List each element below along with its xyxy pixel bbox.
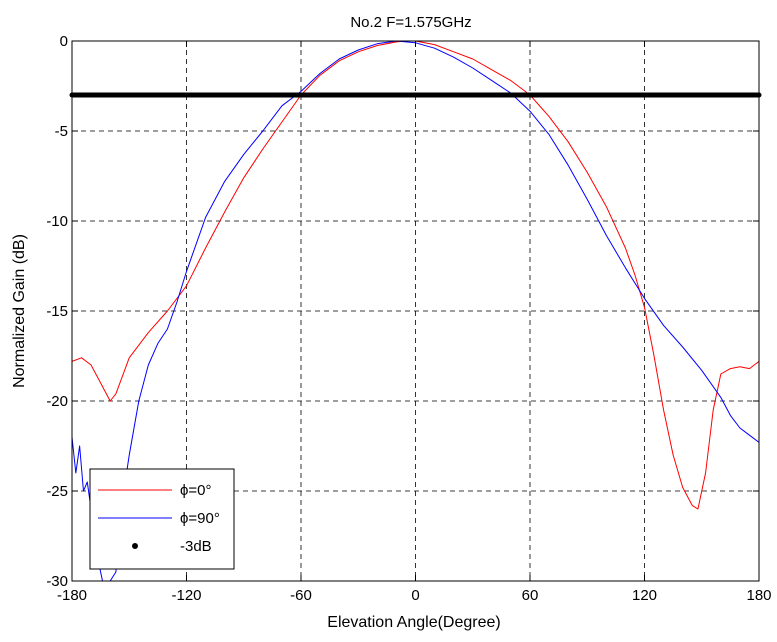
- x-tick-label: -180: [57, 587, 87, 604]
- y-tick-label: 0: [60, 33, 68, 50]
- legend-label-1: ϕ=90°: [180, 510, 220, 527]
- legend-box: [89, 468, 235, 570]
- y-tick-label: -15: [46, 303, 68, 320]
- chart-title: No.2 F=1.575GHz: [350, 14, 471, 31]
- legend-label-0: ϕ=0°: [180, 482, 212, 499]
- y-tick-label: -25: [46, 483, 68, 500]
- x-tick-label: -120: [171, 587, 201, 604]
- ticks: -180 -120 -60 0 60 120 180 0 -5 -10 -15 -20 -25 -30: [46, 33, 771, 604]
- y-axis-label: Normalized Gain (dB): [11, 234, 28, 388]
- y-tick-label: -30: [46, 573, 68, 590]
- series-line-0: [71, 40, 760, 510]
- y-tick-label: -10: [46, 213, 68, 230]
- x-tick-label: -60: [290, 587, 312, 604]
- x-tick-label: 60: [522, 587, 539, 604]
- series-layer: [69, 40, 762, 582]
- legend-label-2: -3dB: [180, 538, 212, 555]
- grid: [72, 41, 759, 581]
- y-tick-label: -20: [46, 393, 68, 410]
- legend: ϕ=0° ϕ=90° -3dB: [89, 468, 235, 570]
- x-tick-label: 0: [411, 587, 419, 604]
- legend-marker-2: [132, 543, 138, 549]
- y-tick-label: -5: [55, 123, 68, 140]
- x-axis-label: Elevation Angle(Degree): [327, 614, 500, 631]
- x-tick-label: 120: [632, 587, 657, 604]
- series-line-1: [71, 40, 760, 582]
- x-tick-label: 180: [746, 587, 771, 604]
